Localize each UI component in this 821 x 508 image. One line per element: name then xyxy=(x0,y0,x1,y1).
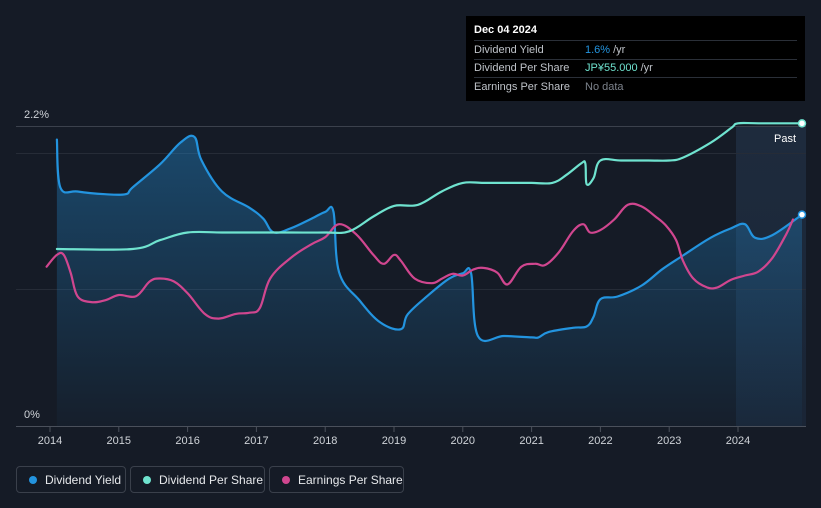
x-tick-label: 2015 xyxy=(107,435,131,447)
tooltip-row-dividend-yield: Dividend Yield 1.6% /yr xyxy=(474,40,797,59)
x-tick-label: 2014 xyxy=(38,435,62,447)
dividend-per-share-line xyxy=(55,121,804,251)
legend-item-dividend-yield[interactable]: Dividend Yield xyxy=(16,466,126,493)
x-tick-label: 2019 xyxy=(382,435,406,447)
tooltip-unit: /yr xyxy=(613,43,626,56)
legend-item-dividend-per-share[interactable]: Dividend Per Share xyxy=(130,466,265,493)
x-tick-label: 2020 xyxy=(451,435,475,447)
dividend-yield-end-marker xyxy=(797,210,807,219)
tooltip-date: Dec 04 2024 xyxy=(474,24,537,36)
tooltip-label: Earnings Per Share xyxy=(474,80,570,93)
legend-dot-icon xyxy=(29,475,37,484)
tooltip-unit: /yr xyxy=(640,62,653,75)
x-tick-label: 2023 xyxy=(657,435,681,447)
legend-dot-icon xyxy=(143,475,151,484)
x-tick-label: 2017 xyxy=(244,435,268,447)
tooltip: Dec 04 2024 Dividend Yield 1.6% /yr Divi… xyxy=(466,16,805,101)
dividend-per-share-end-marker xyxy=(797,119,807,128)
tooltip-row-earnings-per-share: Earnings Per Share No data xyxy=(474,77,797,96)
legend-label: Earnings Per Share xyxy=(298,472,403,487)
tooltip-value: No data xyxy=(585,80,624,93)
y-axis-max-label: 2.2% xyxy=(24,109,49,121)
past-label: Past xyxy=(774,133,796,145)
legend-dot-icon xyxy=(282,475,290,484)
dividend-yield-line xyxy=(55,134,804,343)
tooltip-value: JP¥55.000 xyxy=(585,62,638,75)
x-tick-label: 2018 xyxy=(313,435,337,447)
earnings-per-share-line xyxy=(45,202,795,320)
y-axis-min-label: 0% xyxy=(24,409,40,421)
x-tick-label: 2022 xyxy=(588,435,612,447)
tooltip-label: Dividend Per Share xyxy=(474,62,570,75)
legend-item-earnings-per-share[interactable]: Earnings Per Share xyxy=(269,466,404,493)
legend-label: Dividend Yield xyxy=(45,472,122,487)
dividend-yield-area xyxy=(56,135,802,426)
tooltip-label: Dividend Yield xyxy=(474,43,544,56)
x-tick-label: 2024 xyxy=(726,435,750,447)
tooltip-value: 1.6% xyxy=(585,43,611,56)
tooltip-row-dividend-per-share: Dividend Per Share JP¥55.000 /yr xyxy=(474,58,797,78)
x-tick-label: 2021 xyxy=(519,435,543,447)
x-tick-label: 2016 xyxy=(175,435,199,447)
legend-label: Dividend Per Share xyxy=(159,472,264,487)
